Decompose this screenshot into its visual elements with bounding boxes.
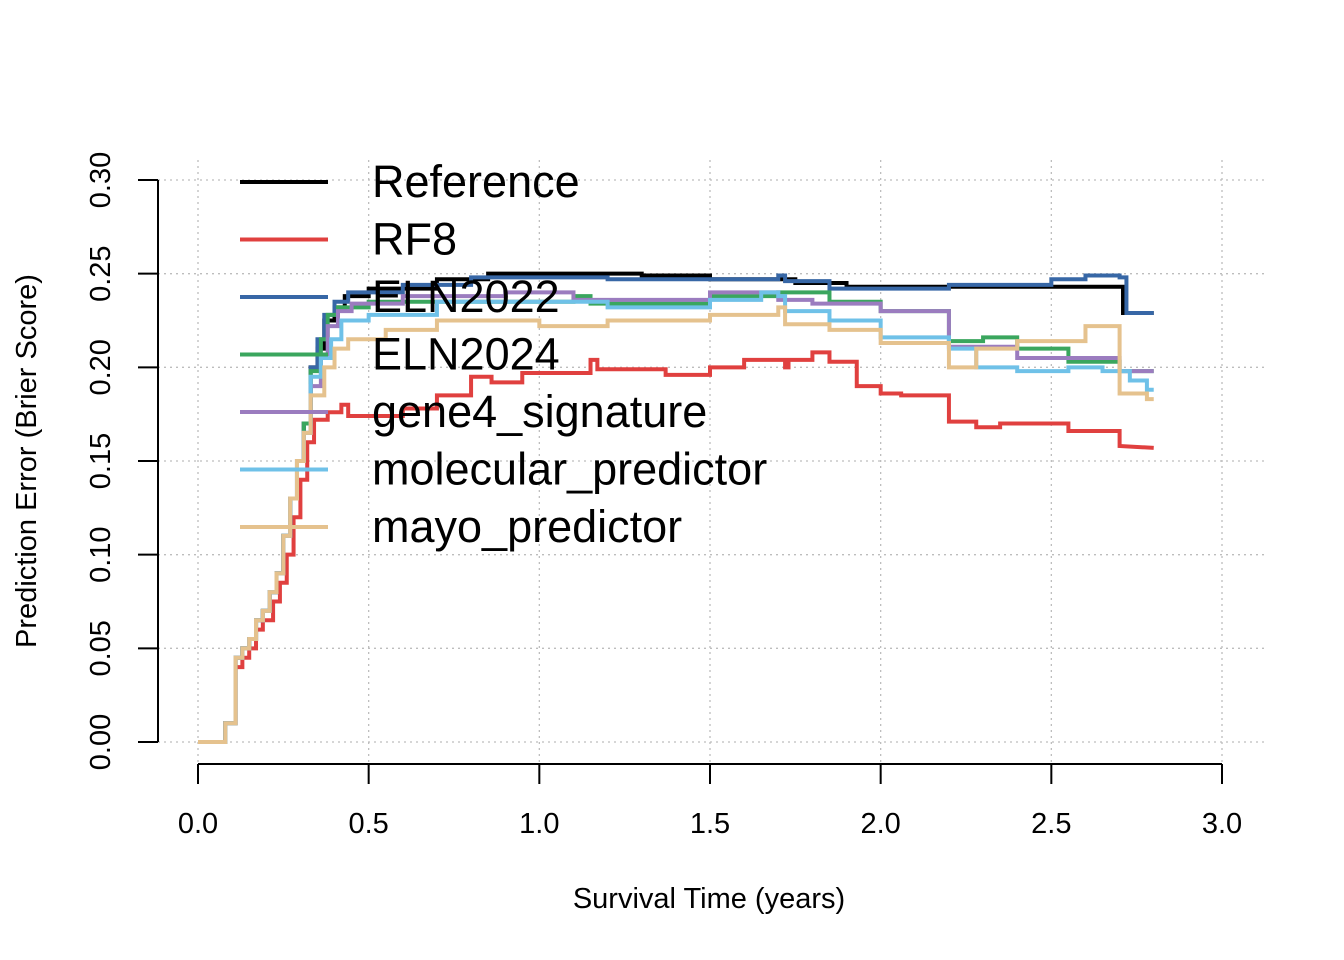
legend: Reference RF8 ELN2022 ELN2024 gene4_signatur… — [240, 156, 767, 552]
y-tick-label-1: 0.05 — [85, 620, 117, 676]
x-tick-label-6: 3.0 — [1202, 808, 1242, 840]
y-axis-title: Prediction Error (Brier Score) — [11, 274, 43, 648]
x-tick-label-0: 0.0 — [178, 808, 218, 840]
x-tick-label-4: 2.0 — [861, 808, 901, 840]
y-tick-label-4: 0.20 — [85, 339, 117, 395]
series-lines — [198, 271, 1154, 744]
y-tick-label-3: 0.15 — [85, 433, 117, 489]
legend-label-5: molecular_predictor — [372, 444, 767, 495]
x-axis-title: Survival Time (years) — [573, 883, 845, 915]
x-tick-label-1: 0.5 — [349, 808, 389, 840]
x-tick-label-3: 1.5 — [690, 808, 730, 840]
legend-label-4: gene4_signature — [372, 386, 707, 437]
legend-label-6: mayo_predictor — [372, 501, 682, 552]
legend-label-1: RF8 — [372, 214, 457, 265]
y-tick-label-0: 0.00 — [85, 714, 117, 770]
x-tick-label-2: 1.0 — [519, 808, 559, 840]
series-line-mayo-predictor — [198, 305, 1154, 744]
y-tick-label-2: 0.10 — [85, 526, 117, 582]
x-tick-label-5: 2.5 — [1031, 808, 1071, 840]
y-tick-label-6: 0.30 — [85, 152, 117, 208]
legend-label-0: Reference — [372, 156, 580, 207]
legend-label-3: ELN2024 — [372, 329, 560, 380]
axes: 0.0 0.5 1.0 1.5 2.0 2.5 3.0 0.00 0.05 0.10 0.15 0.2… — [85, 152, 1242, 840]
legend-label-2: ELN2022 — [372, 271, 560, 322]
series-line-rf8 — [198, 350, 1154, 744]
y-tick-label-5: 0.25 — [85, 245, 117, 301]
